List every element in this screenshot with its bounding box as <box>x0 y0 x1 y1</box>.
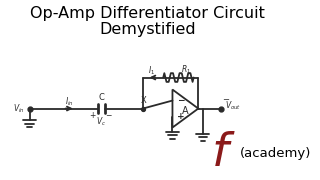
Text: −: − <box>106 111 112 120</box>
Text: $V_{out}$: $V_{out}$ <box>225 99 241 112</box>
Text: $\mathit{f}$: $\mathit{f}$ <box>211 131 236 176</box>
Text: (academy): (academy) <box>240 147 311 160</box>
Text: $I_{in}$: $I_{in}$ <box>66 96 74 108</box>
Text: $I_1$: $I_1$ <box>148 64 155 77</box>
Text: X: X <box>141 96 147 105</box>
Text: +: + <box>89 111 95 120</box>
Text: C: C <box>99 93 104 102</box>
Text: Demystified: Demystified <box>99 22 196 37</box>
Text: −: − <box>222 95 229 104</box>
Text: −: − <box>177 96 185 105</box>
Text: $R_1$: $R_1$ <box>181 64 191 76</box>
Text: $V_c$: $V_c$ <box>96 116 107 128</box>
Text: +: + <box>177 112 185 121</box>
Text: $V_{in}$: $V_{in}$ <box>12 102 24 115</box>
Text: A: A <box>181 106 188 116</box>
Text: Op-Amp Differentiator Circuit: Op-Amp Differentiator Circuit <box>30 6 265 21</box>
